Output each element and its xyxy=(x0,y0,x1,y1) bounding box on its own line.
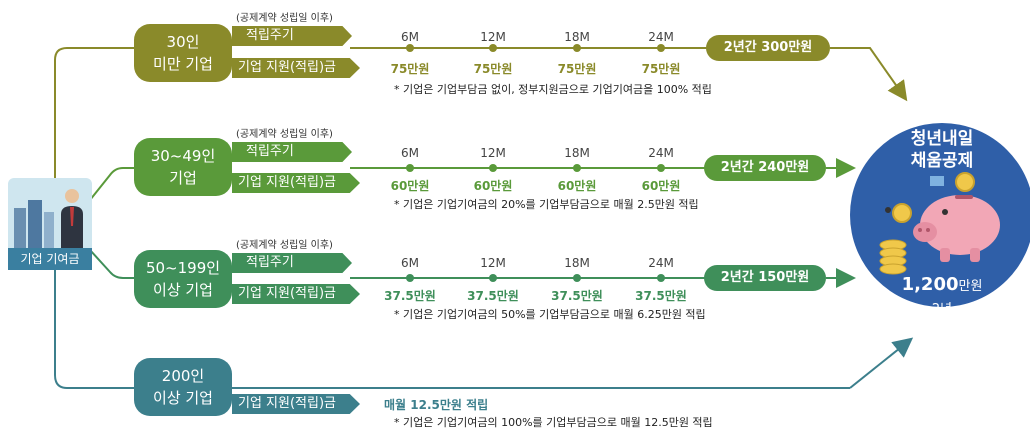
dot-18m xyxy=(573,44,581,52)
amount-label: 75만원 xyxy=(473,62,513,76)
month-label: 6M xyxy=(401,256,419,270)
amount-label: 75만원 xyxy=(557,62,597,76)
footnote-row2: * 기업은 기업기여금의 20%를 기업부담금으로 매월 2.5만원 적립 xyxy=(394,198,699,211)
connector-row2 xyxy=(89,167,140,201)
cycle-label-row2: 적립주기 xyxy=(232,142,352,162)
dot-12m xyxy=(489,44,497,52)
month-label: 12M xyxy=(480,30,506,44)
piggy-bank-illustration xyxy=(879,172,1000,275)
dot-6m xyxy=(406,164,414,172)
support-label-row3: 기업 지원(적립)금 xyxy=(232,284,360,304)
company-label: 기업 기여금 xyxy=(20,252,80,266)
group-pill-row2: 30~49인 기업 xyxy=(134,138,232,196)
group-line1: 30인 xyxy=(166,33,200,51)
arrow-row1 xyxy=(830,47,908,102)
month-label: 18M xyxy=(564,146,590,160)
dot-6m xyxy=(406,274,414,282)
connector-row1 xyxy=(54,47,140,180)
timeline-dots-row2 xyxy=(406,164,665,172)
month-label: 6M xyxy=(401,146,419,160)
footnote-row3: * 기업은 기업기여금의 50%를 기업부담금으로 매월 6.25만원 적립 xyxy=(394,308,706,321)
contract-note-row2: (공제계약 성립일 이후) xyxy=(236,129,333,140)
connector-row4 xyxy=(54,270,140,389)
timeline-dots-row1 xyxy=(406,44,665,52)
target-title-line2: 채움공제 xyxy=(910,151,974,171)
monthly-amount-row4: 매월 12.5만원 적립 xyxy=(384,398,489,412)
dot-12m xyxy=(489,164,497,172)
target-amount-value: 1,200 xyxy=(901,274,959,295)
target-title-line1: 청년내일 xyxy=(910,129,974,149)
month-label: 24M xyxy=(648,30,674,44)
target-amount-unit: 만원 xyxy=(958,279,983,294)
group-line1: 50~199인 xyxy=(145,259,221,277)
total-badge-row1: 2년간 300만원 xyxy=(706,35,830,61)
group-line2: 미만 기업 xyxy=(153,55,213,73)
amount-label: 60만원 xyxy=(473,179,513,193)
amount-label: 75만원 xyxy=(641,62,681,76)
amount-label: 60만원 xyxy=(641,179,681,193)
month-label: 12M xyxy=(480,146,506,160)
amount-label: 60만원 xyxy=(557,179,597,193)
target-title: 청년내일 채움공제 xyxy=(880,128,1004,172)
dot-24m xyxy=(657,164,665,172)
connector-row3 xyxy=(89,249,140,279)
total-badge-row3: 2년간 150만원 xyxy=(704,265,826,291)
dot-24m xyxy=(657,44,665,52)
dot-18m xyxy=(573,164,581,172)
group-pill-row1: 30인 미만 기업 xyxy=(134,24,232,82)
contract-note-row1: (공제계약 성립일 이후) xyxy=(236,13,333,24)
cycle-label-row3: 적립주기 xyxy=(232,253,352,273)
support-label-row4: 기업 지원(적립)금 xyxy=(232,394,360,414)
dot-24m xyxy=(657,274,665,282)
dot-18m xyxy=(573,274,581,282)
amount-label: 60만원 xyxy=(390,179,430,193)
target-amount: 1,200만원 xyxy=(880,274,1004,295)
month-label: 12M xyxy=(480,256,506,270)
footnote-row1: * 기업은 기업부담금 없이, 정부지원금으로 기업기여금을 100% 적립 xyxy=(394,83,712,96)
group-pill-row4: 200인 이상 기업 xyxy=(134,358,232,416)
dot-12m xyxy=(489,274,497,282)
timeline-dots-row3 xyxy=(406,274,665,282)
amount-label: 37.5만원 xyxy=(384,289,436,303)
dot-6m xyxy=(406,44,414,52)
total-badge-row2: 2년간 240만원 xyxy=(704,155,826,181)
amount-label: 37.5만원 xyxy=(551,289,603,303)
cycle-label-row1: 적립주기 xyxy=(232,26,352,46)
month-label: 24M xyxy=(648,146,674,160)
group-line1: 30~49인 xyxy=(150,147,216,165)
group-pill-row3: 50~199인 이상 기업 xyxy=(134,250,232,308)
group-line2: 이상 기업 xyxy=(153,281,213,299)
company-label-bg xyxy=(8,248,92,270)
month-label: 18M xyxy=(564,30,590,44)
amount-label: 37.5만원 xyxy=(467,289,519,303)
support-label-row1: 기업 지원(적립)금 xyxy=(232,58,360,78)
group-line1: 200인 xyxy=(161,367,205,385)
contract-note-row3: (공제계약 성립일 이후) xyxy=(236,240,333,251)
target-duration: 2년 xyxy=(931,302,953,317)
month-label: 24M xyxy=(648,256,674,270)
group-line2: 이상 기업 xyxy=(153,389,213,407)
month-label: 18M xyxy=(564,256,590,270)
group-line2: 기업 xyxy=(169,169,197,187)
amount-label: 75만원 xyxy=(390,62,430,76)
month-label: 6M xyxy=(401,30,419,44)
footnote-row4: * 기업은 기업기여금의 100%를 기업부담금으로 매월 12.5만원 적립 xyxy=(394,416,713,429)
amount-label: 37.5만원 xyxy=(635,289,687,303)
businessman-icon xyxy=(61,189,83,252)
company-building-icon xyxy=(14,200,54,252)
arrow-row4 xyxy=(849,337,914,389)
support-label-row2: 기업 지원(적립)금 xyxy=(232,173,360,193)
